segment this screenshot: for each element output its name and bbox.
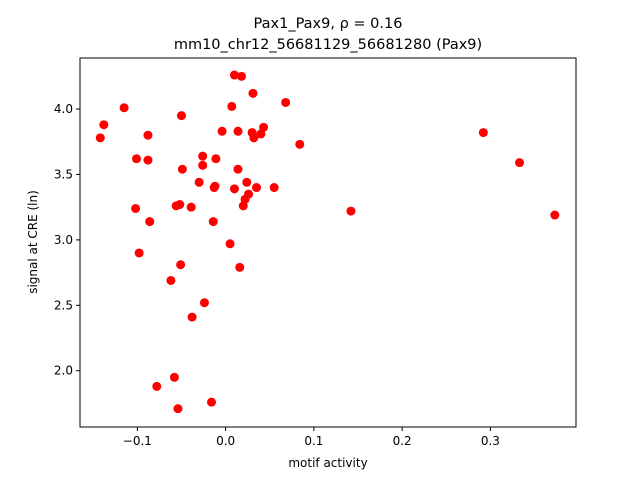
x-tick-label: −0.1: [123, 434, 152, 448]
data-point: [233, 126, 243, 136]
data-point: [209, 183, 219, 193]
x-tick-label: 0.2: [393, 434, 412, 448]
chart-title-line1: Pax1_Pax9, ρ = 0.16: [254, 16, 403, 32]
data-point: [143, 155, 153, 165]
data-point: [173, 404, 183, 414]
data-point: [131, 154, 141, 164]
data-point: [99, 120, 109, 130]
data-point: [259, 122, 269, 132]
data-point: [295, 139, 305, 149]
data-point: [119, 103, 129, 113]
data-point: [515, 158, 525, 168]
data-point: [176, 111, 186, 121]
data-point: [145, 217, 155, 227]
y-tick-label: 3.0: [54, 233, 73, 247]
axis-ticks: −0.1 0.0 0.1 0.2 0.3 2.0 2.5 3.0 3.5 4.0: [54, 102, 500, 448]
y-tick-label: 3.5: [54, 167, 73, 181]
data-point: [249, 133, 259, 143]
data-point: [169, 372, 179, 382]
y-tick-label: 2.0: [54, 364, 73, 378]
data-point: [346, 206, 356, 216]
data-point: [198, 160, 208, 170]
data-point: [152, 381, 162, 391]
data-point: [177, 164, 187, 174]
data-point: [131, 203, 141, 213]
data-point: [207, 397, 217, 407]
data-point: [281, 97, 291, 107]
data-point: [269, 183, 279, 193]
y-tick-label: 4.0: [54, 102, 73, 116]
data-point: [198, 151, 208, 161]
plot-frame: [79, 57, 577, 428]
data-point: [211, 154, 221, 164]
x-tick-label: 0.3: [481, 434, 500, 448]
data-point: [237, 71, 247, 81]
data-point: [252, 183, 262, 193]
data-point: [217, 126, 227, 136]
data-point: [175, 200, 185, 210]
chart-title-line2: mm10_chr12_56681129_56681280 (Pax9): [174, 37, 482, 53]
data-point: [186, 202, 196, 212]
data-point: [225, 239, 235, 249]
data-points: [95, 70, 560, 414]
x-axis-label: motif activity: [288, 456, 367, 470]
data-point: [176, 260, 186, 270]
data-point: [199, 298, 209, 308]
data-point: [229, 184, 239, 194]
data-point: [233, 164, 243, 174]
x-tick-label: 0.1: [304, 434, 323, 448]
data-point: [166, 275, 176, 285]
data-point: [95, 133, 105, 143]
data-point: [235, 262, 245, 272]
data-point: [229, 70, 239, 80]
x-tick-label: 0.0: [216, 434, 235, 448]
data-point: [227, 101, 237, 111]
data-point: [244, 189, 254, 199]
data-point: [194, 177, 204, 187]
data-point: [134, 248, 144, 258]
y-tick-label: 2.5: [54, 298, 73, 312]
data-point: [208, 217, 218, 227]
y-axis-label: signal at CRE (ln): [26, 190, 40, 294]
data-point: [242, 177, 252, 187]
data-point: [478, 128, 488, 138]
data-point: [187, 312, 197, 322]
data-point: [550, 210, 560, 220]
data-point: [143, 130, 153, 140]
data-point: [248, 88, 258, 98]
